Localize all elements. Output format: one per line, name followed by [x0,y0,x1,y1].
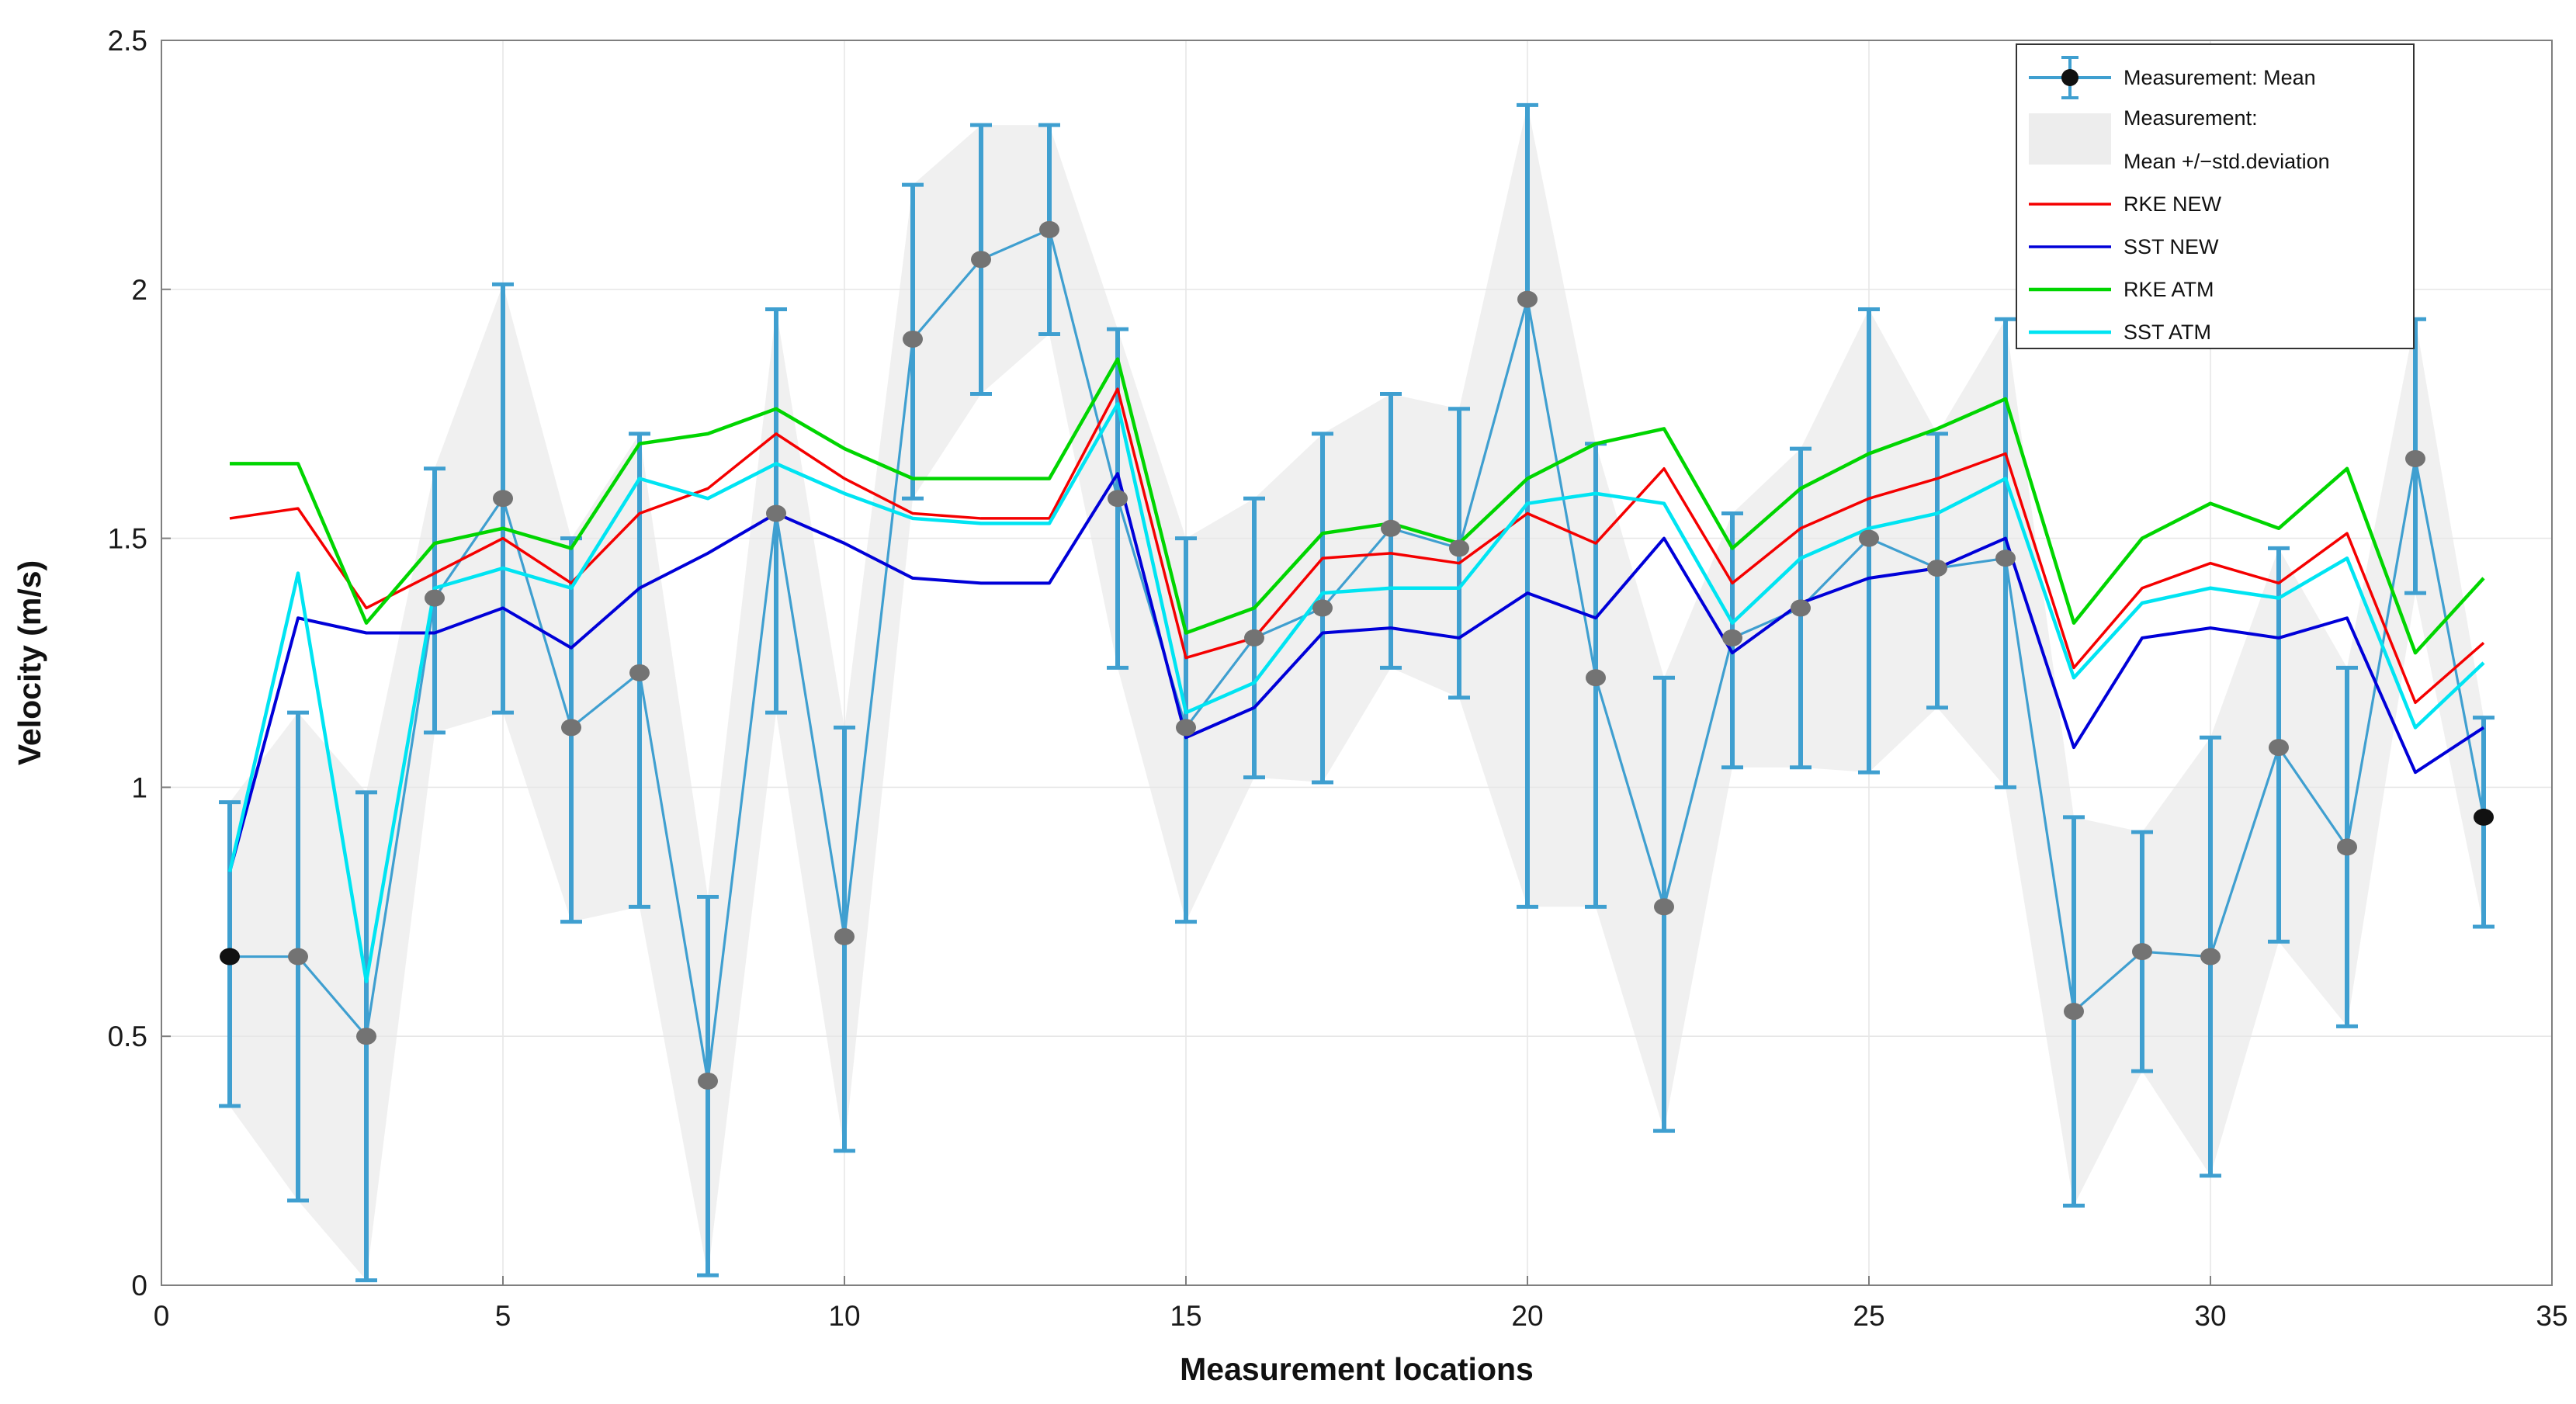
mean-marker [2337,838,2357,856]
y-tick-label: 1 [131,771,147,803]
mean-marker [1927,560,1947,577]
y-axis-label: Velocity (m/s) [12,560,47,765]
mean-marker [1244,629,1264,647]
mean-marker [698,1072,718,1090]
mean-marker [1312,599,1333,617]
mean-marker [629,664,650,681]
mean-marker [493,490,513,508]
mean-marker [2064,1003,2084,1021]
mean-marker [834,927,855,945]
x-tick-label: 20 [1511,1300,1543,1332]
legend-label-sst-new: SST NEW [2124,235,2219,258]
x-tick-label: 0 [154,1300,170,1332]
x-tick-label: 5 [495,1300,511,1332]
series-line-sst-new [228,472,2485,872]
mean-marker [766,504,786,522]
legend-band-sample [2029,113,2111,165]
legend-label-measurement: Measurement: [2124,106,2258,130]
mean-marker [903,330,923,348]
x-axis-label: Measurement locations [1180,1351,1534,1387]
mean-marker [561,719,581,737]
x-tick-label: 25 [1853,1300,1884,1332]
legend-label-rke-atm: RKE ATM [2124,278,2214,301]
x-tick-label: 30 [2194,1300,2226,1332]
legend-label-rke-new: RKE NEW [2124,192,2222,216]
mean-marker [2269,739,2289,757]
mean-marker [2405,449,2425,467]
mean-marker [1995,549,2016,567]
y-tick-label: 0 [131,1270,147,1302]
std-deviation-band [230,105,2484,1281]
legend-box [2016,43,2415,349]
mean-marker [1449,539,1469,557]
mean-marker [1039,220,1059,238]
y-tick-label: 2.5 [108,25,147,57]
mean-marker [1176,719,1196,737]
mean-marker [2200,948,2221,965]
series-line-rke-new [229,387,2485,705]
mean-marker [2132,943,2152,961]
x-tick-label: 10 [828,1300,860,1332]
mean-marker [1859,529,1879,547]
y-tick-label: 1.5 [108,523,147,555]
mean-marker [356,1028,376,1045]
mean-marker [971,251,991,269]
mean-marker [1722,629,1742,647]
mean-marker [425,589,445,607]
mean-marker [1586,669,1606,687]
mean-marker [1381,519,1401,537]
y-tick-label: 0.5 [108,1021,147,1052]
mean-marker [1108,490,1128,508]
mean-marker [2474,808,2494,826]
plot-border [161,40,2553,1286]
measurement-mean-line [230,227,2485,1082]
x-tick-label: 15 [1170,1300,1201,1332]
series-line-sst-atm [227,402,2485,983]
legend-label-sst-atm: SST ATM [2124,321,2211,344]
legend-errorbar-marker [2061,69,2078,86]
legend-label-measurement-mean: Measurement: Mean [2124,66,2316,89]
legend[interactable]: Measurement: Mean Measurement: Mean +/−std… [2016,43,2415,349]
axes: 0 5 10 15 20 25 30 35 0 0.5 1 1.5 2 2.5 Measurement lo… [12,25,2568,1387]
y-tick-label: 2 [131,274,147,306]
mean-marker [1517,290,1538,308]
mean-markers [220,220,2494,1090]
x-tick-label: 35 [2536,1300,2567,1332]
series-line-rke-atm [230,357,2485,655]
mean-marker [1791,599,1811,617]
mean-marker [1654,898,1674,916]
legend-label-std-deviation: Mean +/−std.deviation [2124,150,2330,173]
mean-marker [288,948,308,965]
mean-marker [220,948,240,965]
